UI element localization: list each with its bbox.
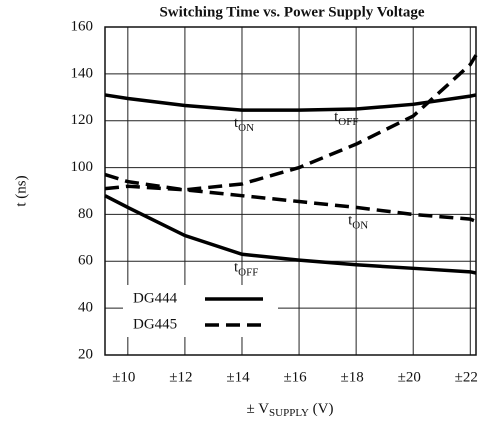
x-axis-label-main: ± V xyxy=(247,401,270,417)
data-line xyxy=(104,54,478,192)
y-axis-label: t (ns) xyxy=(13,175,29,206)
curve-label-main: t xyxy=(234,260,239,276)
curve-label-sub: ON xyxy=(238,122,254,134)
curve-label-main: t xyxy=(348,213,353,229)
x-tick-label: ±22 xyxy=(455,369,478,385)
curve-label-main: t xyxy=(334,110,339,126)
x-tick-label: ±20 xyxy=(398,369,421,385)
y-tick-label: 140 xyxy=(71,65,94,81)
curve-label-sub: OFF xyxy=(238,266,258,278)
x-axis-label-end: (V) xyxy=(309,401,334,417)
y-tick-label: 80 xyxy=(78,206,93,222)
y-tick-label: 20 xyxy=(78,346,93,362)
legend-box xyxy=(123,285,278,337)
chart-title: Switching Time vs. Power Supply Voltage xyxy=(159,4,424,20)
curve-label-main: t xyxy=(234,116,239,132)
x-axis-label: ± VSUPPLY (V) xyxy=(247,401,334,418)
curve-label-sub: ON xyxy=(352,219,368,231)
curve-label: tOFF xyxy=(234,260,258,278)
x-tick-label: ±12 xyxy=(169,369,192,385)
data-line xyxy=(104,194,477,275)
curve-label-sub: OFF xyxy=(338,116,358,128)
curve-label: tON xyxy=(348,213,368,231)
y-tick-label: 40 xyxy=(78,300,93,316)
legend-label: DG444 xyxy=(133,290,178,306)
y-tick-label: 160 xyxy=(71,18,94,34)
x-tick-label: ±16 xyxy=(283,369,307,385)
data-line xyxy=(104,184,477,224)
y-tick-label: 120 xyxy=(71,112,94,128)
legend-label: DG445 xyxy=(133,316,177,332)
x-tick-label: ±10 xyxy=(112,369,135,385)
curve-label: tOFF xyxy=(334,110,358,128)
y-tick-label: 100 xyxy=(71,159,94,175)
plot-frame xyxy=(104,26,477,356)
x-axis-label-sub: SUPPLY xyxy=(269,407,309,419)
y-tick-label: 60 xyxy=(78,253,93,269)
curve-label: tON xyxy=(234,116,254,134)
x-tick-label: ±18 xyxy=(341,369,364,385)
data-line xyxy=(104,93,477,112)
x-tick-label: ±14 xyxy=(226,369,250,385)
